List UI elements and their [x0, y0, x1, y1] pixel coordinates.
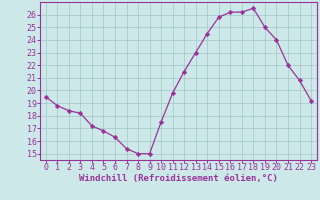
X-axis label: Windchill (Refroidissement éolien,°C): Windchill (Refroidissement éolien,°C)	[79, 174, 278, 183]
